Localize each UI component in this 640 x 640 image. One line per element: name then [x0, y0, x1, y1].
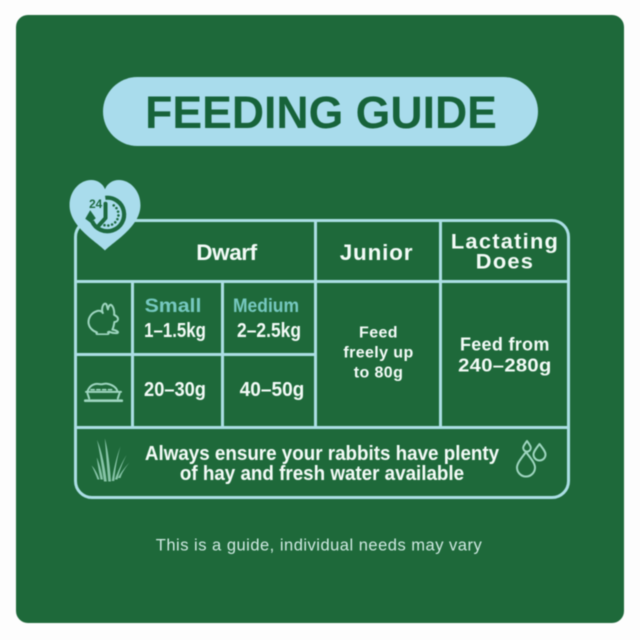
- svg-text:24: 24: [89, 196, 103, 210]
